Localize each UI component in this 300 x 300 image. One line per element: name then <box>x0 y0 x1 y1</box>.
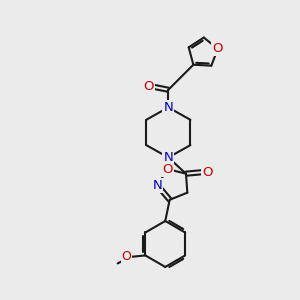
Text: N: N <box>153 179 162 192</box>
Text: O: O <box>202 166 213 179</box>
Text: N: N <box>164 101 173 114</box>
Text: O: O <box>212 42 223 56</box>
Text: O: O <box>122 250 131 263</box>
Text: O: O <box>143 80 154 93</box>
Text: O: O <box>162 163 173 176</box>
Text: N: N <box>164 151 173 164</box>
